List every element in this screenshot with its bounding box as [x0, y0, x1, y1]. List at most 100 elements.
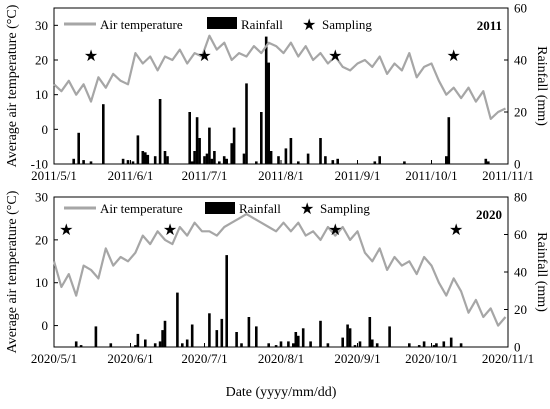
- sampling-star-icon: ★: [447, 48, 461, 65]
- y-left-tick-label: -10: [31, 157, 48, 172]
- x-tick-label: 2020/8/1: [258, 351, 304, 366]
- legend-temperature-label: Air temperature: [100, 17, 183, 32]
- rainfall-bar: [141, 151, 145, 164]
- rainfall-bar: [432, 345, 436, 347]
- legend-sampling-label: Sampling: [322, 17, 372, 32]
- rainfall-bar: [94, 326, 98, 347]
- legend-sampling-star-icon: ★: [302, 17, 316, 34]
- rainfall-bar: [292, 343, 295, 348]
- rainfall-bar: [371, 339, 374, 347]
- rainfall-bar: [487, 161, 490, 164]
- x-tick-label: 2011/7/1: [182, 168, 228, 183]
- rainfall-bar: [417, 345, 421, 347]
- x-tick-label: 2020/11/1: [482, 351, 534, 366]
- legend-sampling-star-icon: ★: [300, 201, 314, 218]
- rainfall-bar: [153, 343, 157, 348]
- panel-2020-ylabel-left: Average air temperature (°C): [5, 190, 20, 353]
- rainfall-bar: [287, 341, 290, 347]
- legend-rainfall-label: Rainfall: [241, 17, 283, 32]
- rainfall-bar: [134, 345, 137, 347]
- y-left-tick-label: 20: [35, 53, 48, 68]
- rainfall-bar: [348, 328, 352, 348]
- x-tick-label: 2011/11/1: [482, 168, 534, 183]
- sampling-star-icon: ★: [84, 48, 98, 65]
- rainfall-bar: [181, 343, 184, 348]
- y-right-tick-label: 40: [514, 265, 527, 280]
- x-tick-label: 2011/9/1: [335, 168, 381, 183]
- panel-2011-ylabel-right: Rainfall (mm): [534, 46, 549, 126]
- rainfall-bar: [102, 104, 105, 164]
- rainfall-bar: [297, 161, 300, 164]
- rainfall-bar: [205, 153, 209, 164]
- rainfall-bar: [373, 161, 377, 164]
- rainfall-bar: [232, 127, 236, 164]
- rainfall-bar: [210, 158, 214, 164]
- rainfall-bar: [353, 345, 357, 347]
- y-left-tick-label: 30: [35, 18, 48, 33]
- sampling-star-icon: ★: [197, 48, 211, 65]
- rainfall-bar: [358, 341, 362, 347]
- rainfall-bar: [153, 156, 157, 164]
- rainfall-bar: [319, 320, 322, 348]
- rainfall-bar: [297, 335, 300, 348]
- rainfall-bar: [208, 313, 211, 348]
- rainfall-bar: [435, 343, 438, 348]
- rainfall-bar: [375, 343, 379, 348]
- rainfall-bar: [245, 83, 248, 164]
- rainfall-bar: [109, 343, 113, 348]
- legend-sampling-label: Sampling: [320, 201, 370, 216]
- rainfall-bar: [144, 339, 147, 347]
- rainfall-bar: [284, 148, 288, 164]
- rainfall-bar: [294, 332, 298, 347]
- rainfall-bar: [368, 317, 372, 347]
- rainfall-bar: [144, 152, 147, 164]
- rainfall-bar: [225, 255, 228, 347]
- rainfall-bar: [198, 138, 201, 164]
- panel-2020-frame: [53, 196, 509, 348]
- x-tick-label: 2020/7/1: [181, 351, 227, 366]
- rainfall-bar: [126, 160, 130, 164]
- rainfall-bar: [445, 156, 448, 164]
- x-tick-label: 2020/6/1: [107, 351, 153, 366]
- rainfall-bar: [289, 138, 293, 164]
- rainfall-bar: [190, 161, 194, 164]
- rainfall-bar: [163, 151, 167, 164]
- rainfall-bar: [77, 132, 80, 164]
- x-tick-label: 2011/10/1: [405, 168, 457, 183]
- rainfall-bar: [447, 117, 451, 164]
- rainfall-bar: [121, 158, 125, 164]
- rainfall-bar: [331, 160, 335, 164]
- x-axis-title: Date (yyyy/mm/dd): [226, 385, 337, 400]
- y-right-tick-label: 80: [514, 190, 527, 205]
- rainfall-bar: [267, 62, 270, 164]
- panel-2020-ylabel-right: Rainfall (mm): [534, 232, 549, 312]
- rainfall-bar: [213, 151, 216, 164]
- y-right-tick-label: 20: [514, 302, 527, 317]
- rainfall-bar: [146, 154, 150, 164]
- rainfall-bar: [403, 161, 406, 164]
- x-tick-label: 2020/5/1: [31, 351, 77, 366]
- rainfall-bar: [215, 330, 219, 347]
- rainfall-bar: [388, 326, 391, 347]
- y-left-tick-label: 0: [42, 318, 49, 333]
- rainfall-bar: [158, 341, 162, 347]
- rainfall-bar: [267, 343, 270, 348]
- y-right-tick-label: 60: [514, 227, 527, 242]
- y-left-tick-label: 0: [42, 122, 49, 137]
- x-tick-label: 2020/10/1: [405, 351, 458, 366]
- rainfall-bar: [269, 151, 273, 164]
- panel-2011-ylabel-left: Average air temperature (°C): [5, 4, 20, 167]
- rainfall-bar: [82, 160, 85, 164]
- legend-rainfall-swatch: [207, 17, 237, 29]
- rainfall-bar: [185, 339, 189, 347]
- y-left-tick-label: 10: [35, 87, 48, 102]
- rainfall-bar: [442, 341, 446, 347]
- sampling-star-icon: ★: [328, 48, 342, 65]
- rainfall-bar: [158, 99, 162, 164]
- rainfall-bar: [163, 320, 167, 348]
- sampling-star-icon: ★: [59, 222, 73, 239]
- rainfall-bar: [319, 138, 322, 164]
- rainfall-bar: [220, 318, 224, 347]
